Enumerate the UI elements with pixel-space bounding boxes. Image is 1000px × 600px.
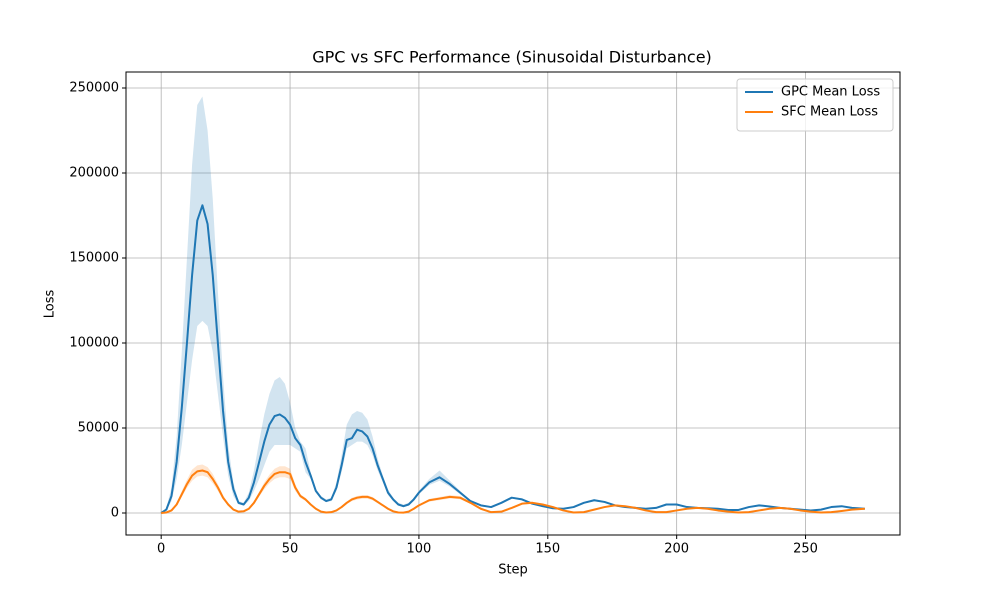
y-tick-label: 150000	[69, 251, 119, 266]
series-line	[160, 204, 865, 514]
y-tick-label: 50000	[78, 421, 119, 436]
chart-title: GPC vs SFC Performance (Sinusoidal Distu…	[312, 48, 712, 67]
legend-label: SFC Mean Loss	[781, 105, 878, 120]
x-tick-label: 50	[282, 542, 299, 557]
x-tick-label: 100	[407, 542, 432, 557]
confidence-band	[161, 96, 865, 514]
y-tick-label: 200000	[69, 166, 119, 181]
series-line	[161, 469, 865, 514]
y-tick-label: 0	[111, 506, 119, 521]
legend-box	[736, 78, 894, 132]
legend-label: GPC Mean Loss	[781, 85, 880, 100]
x-tick-label: 200	[664, 542, 689, 557]
plot-frame	[125, 71, 901, 536]
x-axis-label: Step	[498, 563, 528, 578]
x-tick-label: 0	[157, 542, 165, 557]
x-tick-label: 150	[535, 542, 560, 557]
y-tick-label: 100000	[69, 336, 119, 351]
y-tick-label: 250000	[69, 81, 119, 96]
x-tick-label: 250	[793, 542, 818, 557]
y-axis-label: Loss	[43, 290, 58, 319]
